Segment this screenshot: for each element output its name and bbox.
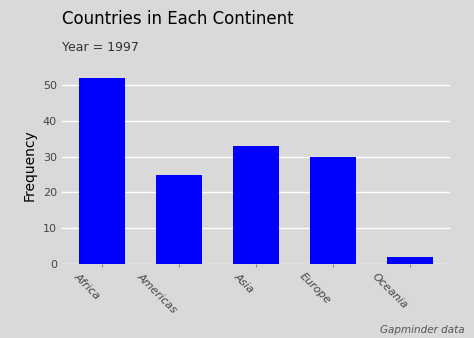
Bar	[233, 146, 279, 264]
Bar	[386, 257, 433, 264]
Text: Countries in Each Continent: Countries in Each Continent	[62, 10, 293, 28]
Bar	[310, 157, 356, 264]
Y-axis label: Frequency: Frequency	[23, 130, 37, 201]
Text: Gapminder data: Gapminder data	[380, 324, 465, 335]
Bar	[156, 174, 202, 264]
Bar	[79, 78, 126, 264]
Text: Year = 1997: Year = 1997	[62, 41, 138, 53]
